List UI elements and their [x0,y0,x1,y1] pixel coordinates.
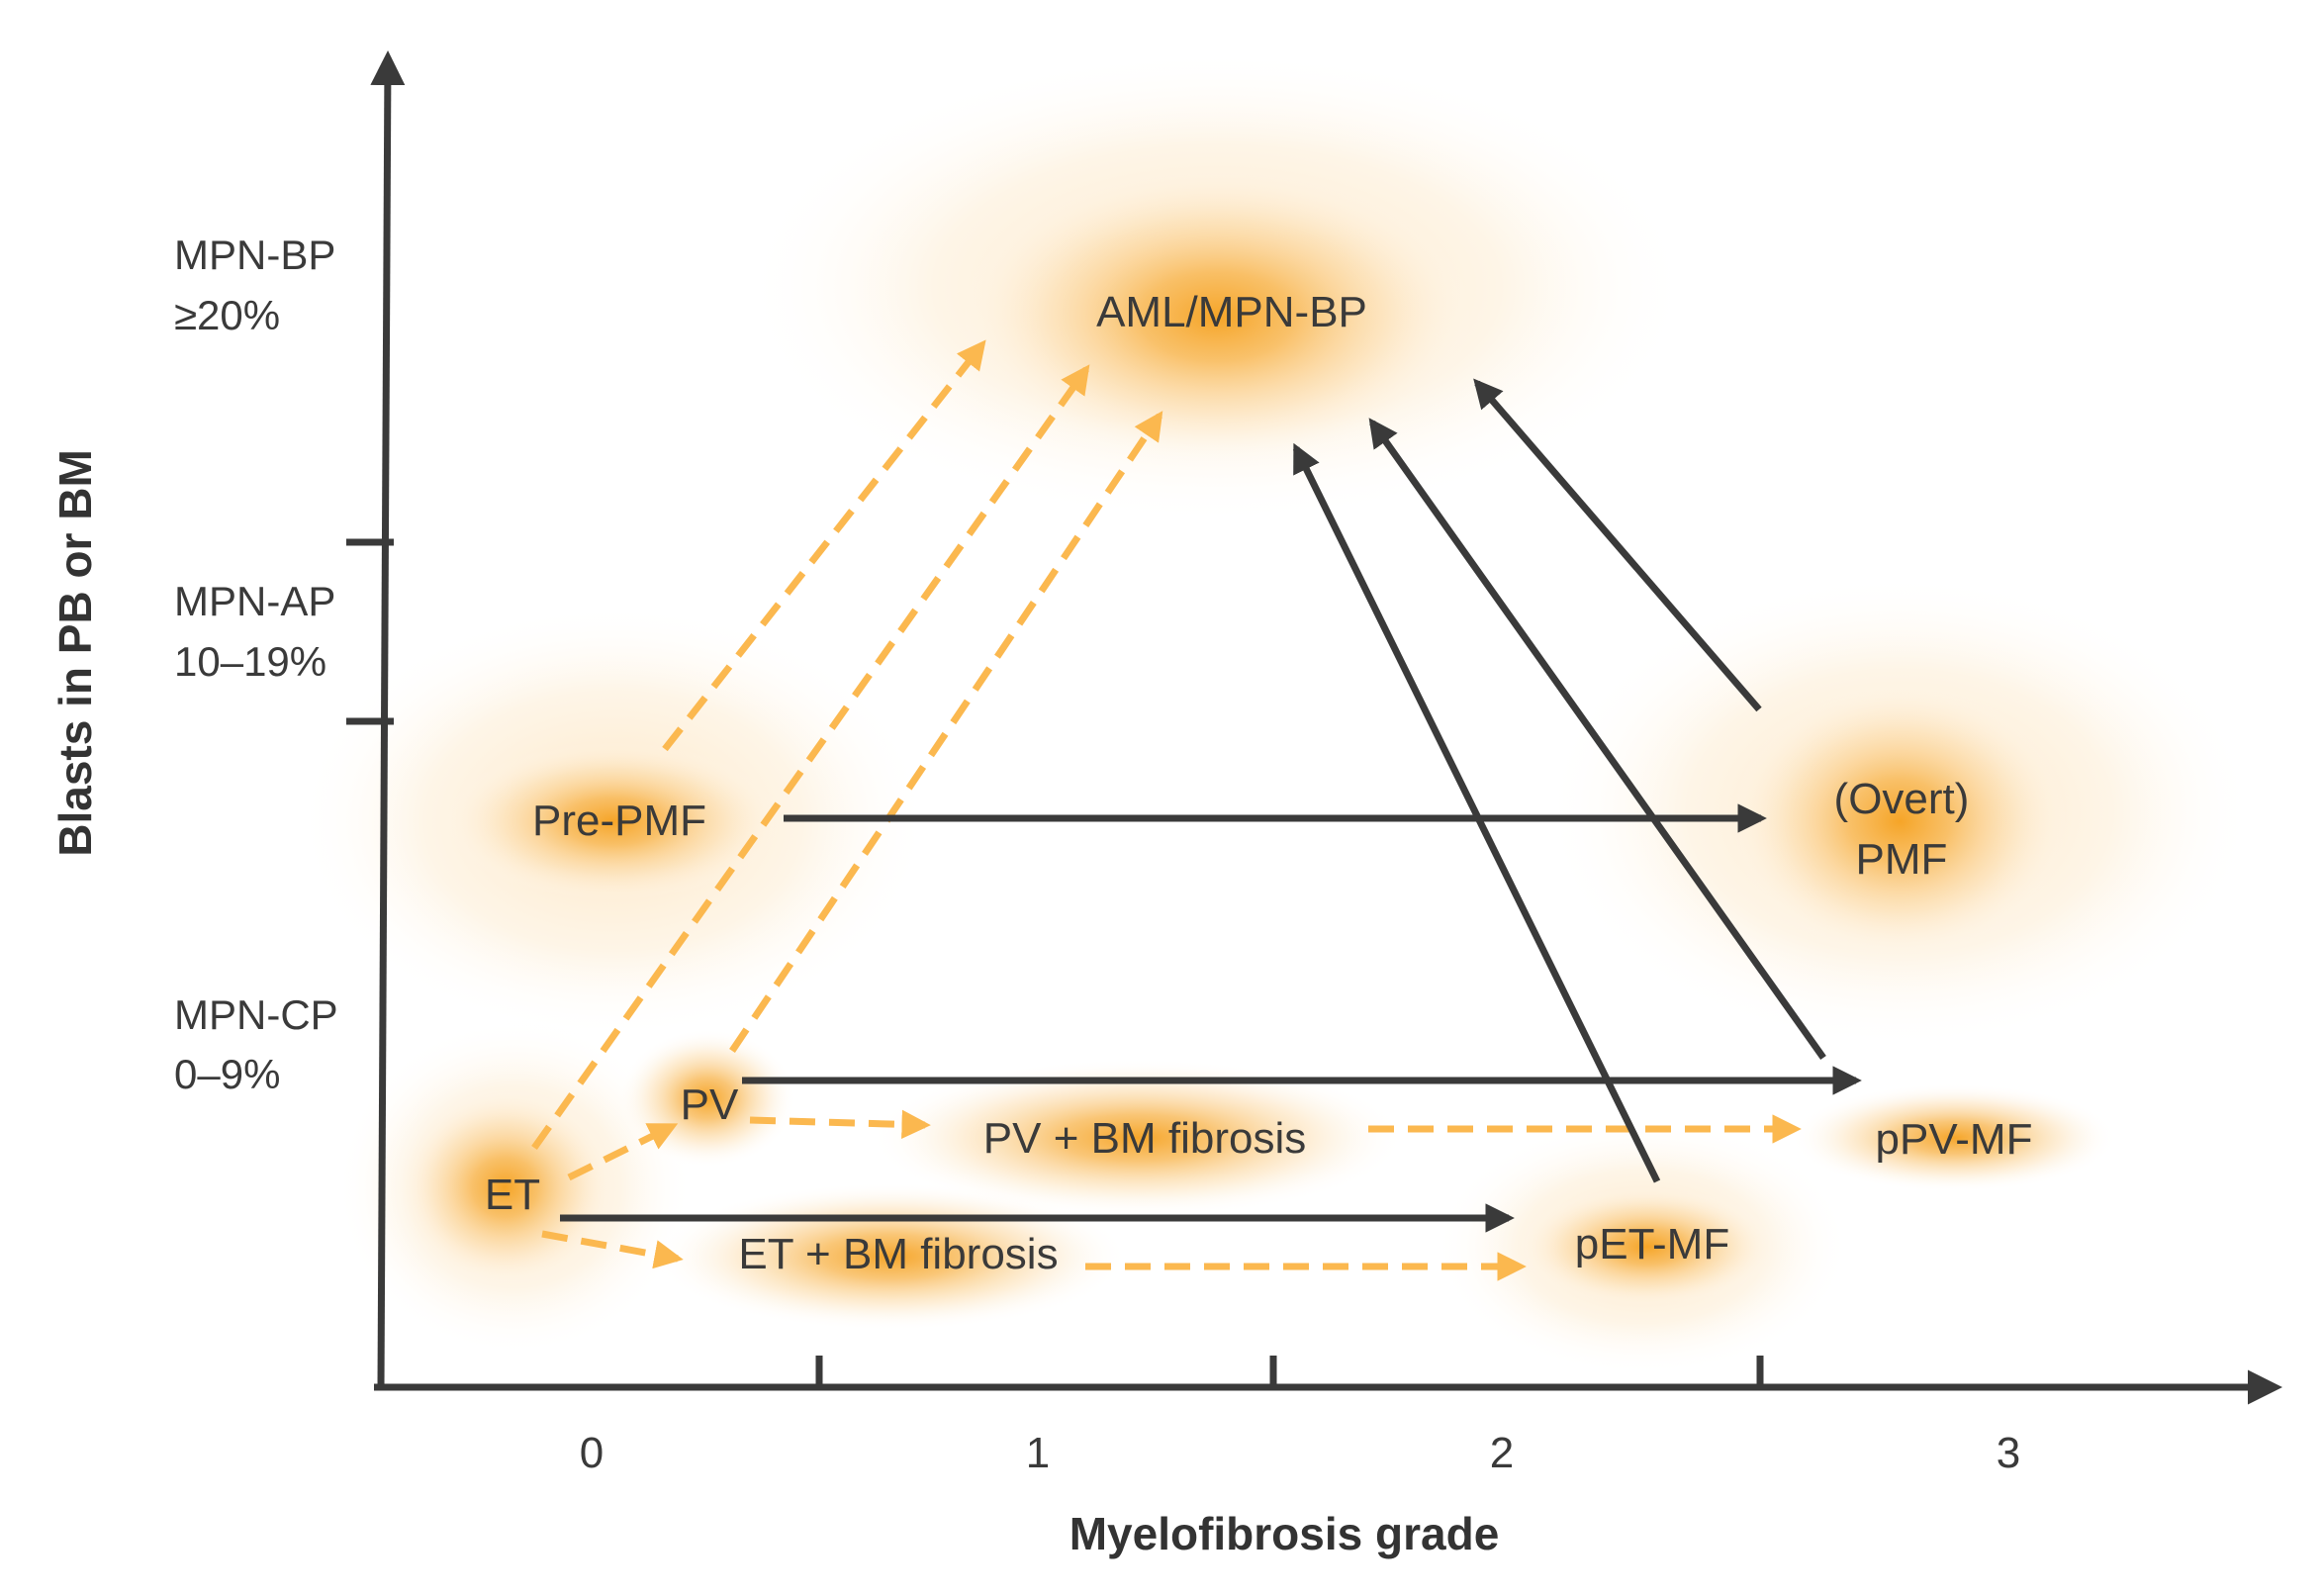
glow-ppvmf-core [1791,1083,2117,1192]
solid-arrow-icon [1292,442,1661,1183]
glow-layer [297,49,2256,1375]
solid-arrow-icon [1368,418,1826,1061]
x-axis-title: Myelofibrosis grade [1069,1508,1500,1559]
dashed-arrow-icon [567,1122,679,1181]
solid-arrow-icon [1473,378,1762,712]
node-aml: AML/MPN-BP [1096,288,1367,336]
glow-pvbm-core [871,1059,1405,1217]
node-et: ET [485,1171,540,1219]
phase-cp-range: 0–9% [174,1051,280,1097]
dashed-arrow-icon [531,364,1090,1151]
glow-prepmf-core [445,742,782,900]
phase-bp-name: MPN-BP [174,232,335,278]
dashed-arrows [531,339,1802,1281]
phase-ap-name: MPN-AP [174,578,335,624]
dashed-arrow-icon [729,411,1163,1053]
solid-arrows [560,378,1862,1233]
node-ppvmf: pPV-MF [1876,1115,2033,1164]
node-labels: AML/MPN-BP Pre-PMF (Overt) PMF PV PV + B… [485,288,2033,1278]
node-pmf-line1: (Overt) [1834,775,1970,823]
x-tick-label-2: 2 [1490,1429,1514,1477]
node-pv: PV [681,1080,739,1129]
x-tick-label-0: 0 [580,1429,604,1477]
axes [346,50,2282,1405]
x-tick-label-3: 3 [1997,1429,2020,1477]
y-axis-title: Blasts in PB or BM [49,449,101,857]
glow-petmf-core [1519,1187,1776,1306]
dashed-arrow-icon [541,1230,684,1269]
x-tick-label-1: 1 [1026,1429,1050,1477]
node-et-bm-fibrosis: ET + BM fibrosis [738,1230,1058,1278]
x-tick-labels: 0 1 2 3 [580,1429,2020,1477]
node-pmf-line2: PMF [1856,835,1948,884]
phase-labels: MPN-BP ≥20% MPN-AP 10–19% MPN-CP 0–9% [174,232,338,1097]
node-petmf: pET-MF [1575,1220,1729,1268]
node-prepmf: Pre-PMF [532,797,706,845]
node-pv-bm-fibrosis: PV + BM fibrosis [983,1114,1306,1163]
dashed-arrow-icon [662,339,986,752]
phase-cp-name: MPN-CP [174,991,338,1038]
dashed-arrow-icon [749,1109,931,1140]
phase-ap-range: 10–19% [174,638,326,685]
glow-pmf-core [1731,683,2068,960]
phase-bp-range: ≥20% [174,292,280,338]
